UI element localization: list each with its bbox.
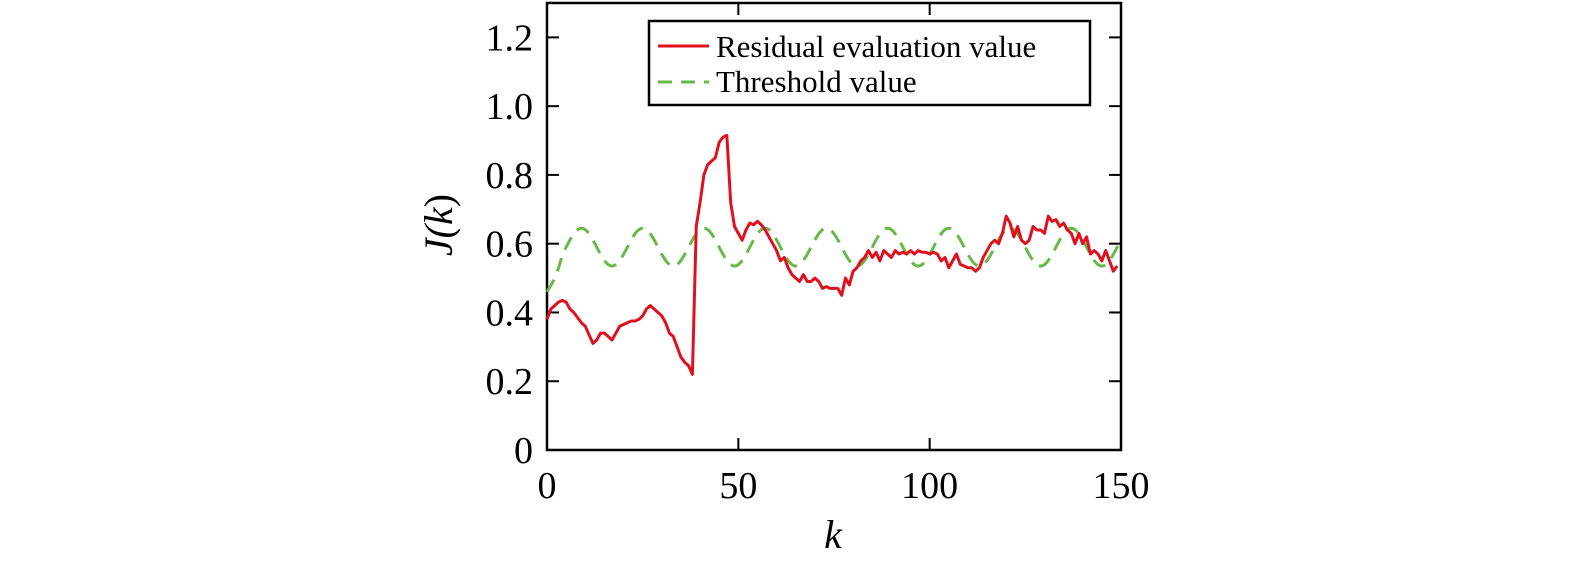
legend-label-threshold: Threshold value: [716, 64, 917, 99]
y-axis-title: J(k): [416, 194, 461, 256]
x-axis-title: k: [824, 512, 843, 557]
y-tick-label: 1.2: [486, 17, 534, 59]
y-tick-label: 0.2: [486, 361, 534, 403]
plot-area: [545, 1, 1123, 452]
y-axis-title-prefix: J(: [416, 222, 461, 256]
legend: Residual evaluation value Threshold valu…: [647, 19, 1092, 107]
y-axis-title-var: k: [416, 206, 461, 225]
x-axis: 0 50 100 150: [538, 3, 1150, 507]
plot-frame: [545, 1, 1123, 452]
x-tick-label: 100: [901, 465, 958, 507]
series-layer: [545, 133, 1123, 376]
y-tick-label: 1.0: [486, 86, 534, 128]
legend-label-residual: Residual evaluation value: [716, 29, 1036, 64]
legend-box: [647, 19, 1092, 107]
y-axis-title-suffix: ): [416, 194, 461, 207]
y-axis: 0 0.2 0.4 0.6 0.8 1.0 1.2: [486, 17, 1121, 472]
x-tick-label: 50: [719, 465, 757, 507]
x-tick-label: 150: [1093, 465, 1150, 507]
series-line-threshold: [545, 226, 1123, 293]
y-tick-label: 0.6: [486, 224, 534, 266]
y-tick-label: 0: [514, 430, 533, 472]
series-line-residual: [545, 133, 1119, 376]
y-tick-label: 0.4: [486, 292, 534, 334]
x-tick-label: 0: [538, 465, 557, 507]
y-tick-label: 0.8: [486, 155, 534, 197]
